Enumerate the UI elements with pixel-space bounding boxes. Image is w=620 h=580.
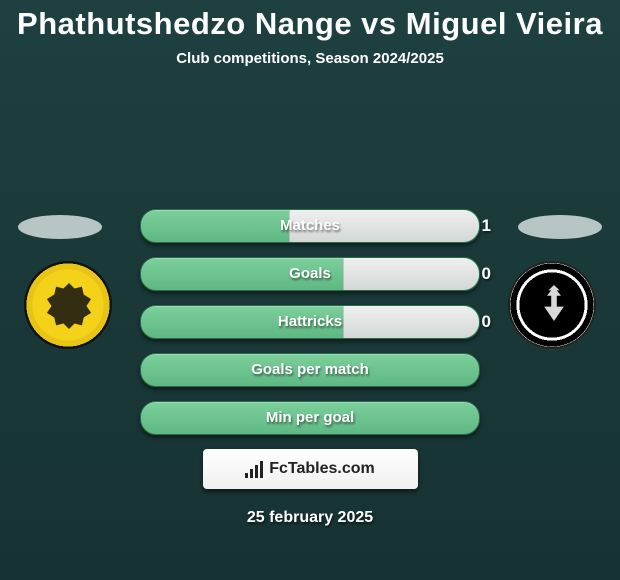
player-right-silhouette — [518, 215, 602, 239]
page-title: Phathutshedzo Nange vs Miguel Vieira — [0, 6, 620, 42]
stat-label: Matches — [141, 210, 479, 242]
stat-value-right: 0 — [482, 306, 491, 338]
stat-row-goals-per-match: Goals per match — [140, 353, 480, 387]
stat-rows: Matches 1 Goals 0 Hattricks 0 Goals per … — [140, 85, 480, 435]
stat-label: Min per goal — [141, 402, 479, 434]
stat-label: Goals per match — [141, 354, 479, 386]
stat-row-matches: Matches 1 — [140, 209, 480, 243]
stat-row-goals: Goals 0 — [140, 257, 480, 291]
stat-label: Hattricks — [141, 306, 479, 338]
date-label: 25 february 2025 — [0, 509, 620, 527]
player-left-silhouette — [18, 215, 102, 239]
stat-row-hattricks: Hattricks 0 — [140, 305, 480, 339]
page-subtitle: Club competitions, Season 2024/2025 — [0, 50, 620, 67]
stat-value-right: 0 — [482, 258, 491, 290]
brand-icon — [245, 460, 263, 478]
brand-plate: FcTables.com — [203, 449, 418, 489]
stat-row-min-per-goal: Min per goal — [140, 401, 480, 435]
club-crest-left — [24, 261, 112, 349]
brand-text: FcTables.com — [269, 460, 375, 478]
club-crest-right — [508, 261, 596, 349]
stat-value-right: 1 — [482, 210, 491, 242]
comparison-stage: Matches 1 Goals 0 Hattricks 0 Goals per … — [0, 85, 620, 527]
stat-label: Goals — [141, 258, 479, 290]
